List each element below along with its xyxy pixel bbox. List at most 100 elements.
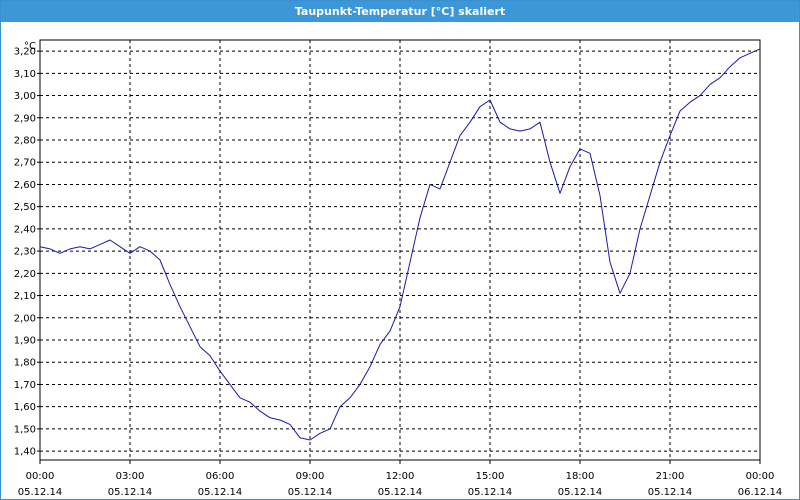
y-tick-label: 2,80: [14, 136, 36, 147]
data-point: [89, 248, 91, 250]
data-point: [669, 134, 671, 136]
data-point: [469, 121, 471, 123]
data-point: [309, 439, 311, 441]
y-tick-label: 1,50: [14, 424, 36, 435]
data-point: [189, 326, 191, 328]
data-point: [319, 432, 321, 434]
data-point: [179, 306, 181, 308]
data-point: [699, 94, 701, 96]
y-tick-label: 1,70: [14, 380, 36, 391]
y-tick-label: 2,90: [14, 113, 36, 124]
data-point: [59, 252, 61, 254]
data-point: [609, 261, 611, 263]
y-tick-label: 2,20: [14, 269, 36, 280]
data-point: [689, 101, 691, 103]
data-point: [419, 217, 421, 219]
data-point: [759, 48, 761, 50]
y-tick-label: 2,30: [14, 247, 36, 258]
data-point: [279, 419, 281, 421]
data-point: [459, 134, 461, 136]
y-tick-label: 3,10: [14, 69, 36, 80]
data-point: [249, 401, 251, 403]
data-point: [739, 57, 741, 59]
data-point: [719, 77, 721, 79]
data-point: [529, 128, 531, 130]
data-point: [629, 272, 631, 274]
data-point: [569, 166, 571, 168]
data-point: [579, 148, 581, 150]
data-point: [199, 346, 201, 348]
data-point: [119, 246, 121, 248]
x-axis-ticks: 00:00 05.12.14 03:00 05.12.14 06:00 05.12.14 0…: [18, 460, 783, 498]
data-point: [329, 428, 331, 430]
data-point: [509, 128, 511, 130]
y-axis-ticks: 1,40 1,50 1,60 1,70 1,80 1,90 2,00 2,10 2,20 2,30…: [14, 47, 40, 458]
data-point: [299, 437, 301, 439]
data-point: [379, 343, 381, 345]
data-point: [69, 248, 71, 250]
chart-grid: [40, 40, 760, 460]
y-axis-unit-label: °C: [24, 41, 36, 52]
data-point: [749, 52, 751, 54]
y-tick-label: 2,70: [14, 158, 36, 169]
x-tick-date-label: 05.12.14: [378, 487, 423, 498]
y-tick-label: 1,60: [14, 402, 36, 413]
data-point: [589, 152, 591, 154]
data-point: [599, 194, 601, 196]
x-tick-time-label: 21:00: [656, 471, 685, 482]
y-tick-label: 2,00: [14, 313, 36, 324]
x-tick-date-label: 05.12.14: [558, 487, 603, 498]
series-group: [39, 48, 761, 441]
data-point: [79, 246, 81, 248]
data-point: [339, 406, 341, 408]
data-point: [649, 194, 651, 196]
data-point: [229, 383, 231, 385]
x-tick-date-label: 06.12.14: [738, 487, 783, 498]
data-point: [399, 306, 401, 308]
data-point: [519, 130, 521, 132]
data-point: [429, 183, 431, 185]
data-point: [539, 121, 541, 123]
data-point: [209, 354, 211, 356]
x-tick-time-label: 03:00: [116, 471, 145, 482]
data-point: [729, 66, 731, 68]
data-point: [709, 83, 711, 85]
window-title: Taupunkt-Temperatur [°C] skaliert: [1, 1, 799, 22]
x-tick-date-label: 05.12.14: [18, 487, 63, 498]
y-tick-label: 1,40: [14, 447, 36, 458]
x-tick-time-label: 09:00: [296, 471, 325, 482]
data-point: [259, 410, 261, 412]
x-tick-time-label: 00:00: [26, 471, 55, 482]
data-point: [449, 161, 451, 163]
data-point: [409, 261, 411, 263]
data-point: [269, 417, 271, 419]
data-point: [549, 161, 551, 163]
data-point: [619, 292, 621, 294]
data-point: [239, 397, 241, 399]
x-tick-time-label: 15:00: [476, 471, 505, 482]
y-tick-label: 2,40: [14, 224, 36, 235]
series-line: [39, 48, 761, 441]
data-point: [499, 121, 501, 123]
data-point: [49, 248, 51, 250]
y-tick-label: 2,50: [14, 202, 36, 213]
data-point: [489, 99, 491, 101]
data-point: [389, 330, 391, 332]
x-tick-time-label: 06:00: [206, 471, 235, 482]
data-point: [219, 370, 221, 372]
x-tick-time-label: 12:00: [386, 471, 415, 482]
data-point: [99, 243, 101, 245]
data-point: [369, 366, 371, 368]
y-tick-label: 1,90: [14, 336, 36, 347]
data-point: [639, 228, 641, 230]
data-point: [349, 397, 351, 399]
x-tick-date-label: 05.12.14: [108, 487, 153, 498]
data-point: [39, 246, 41, 248]
data-point: [439, 188, 441, 190]
data-point: [659, 161, 661, 163]
data-point: [129, 252, 131, 254]
y-tick-label: 2,60: [14, 180, 36, 191]
y-tick-label: 2,10: [14, 291, 36, 302]
x-tick-date-label: 05.12.14: [468, 487, 513, 498]
